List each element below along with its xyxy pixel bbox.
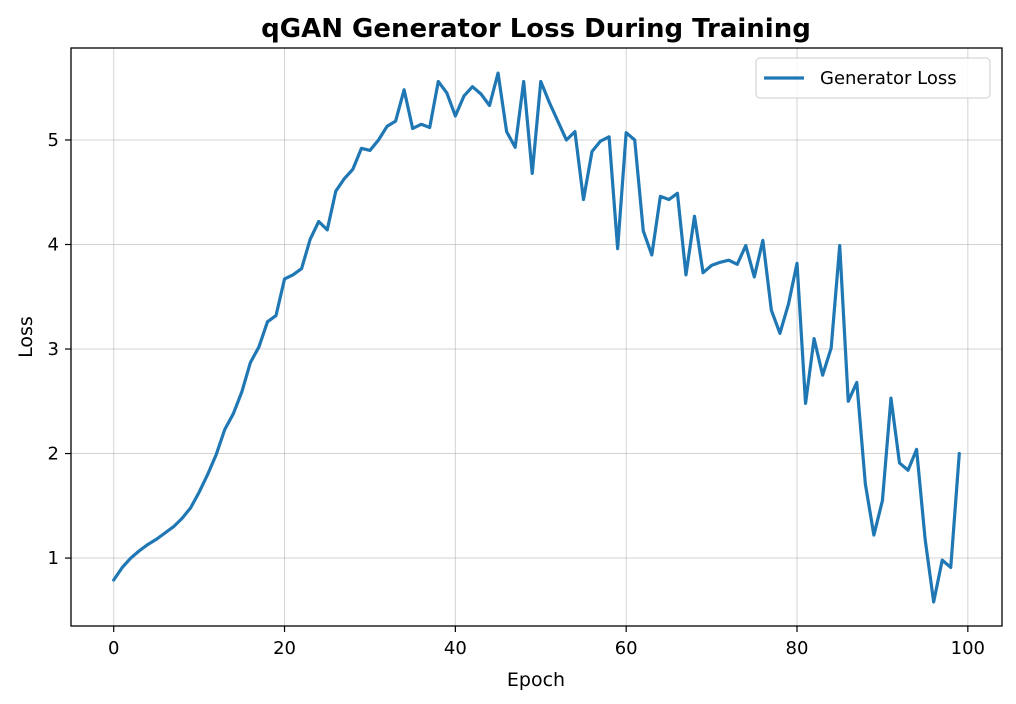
legend-entry: Generator Loss: [820, 68, 957, 89]
x-tick-label: 60: [615, 638, 638, 659]
series-line-generator-loss: [112, 71, 961, 604]
y-tick-label: 5: [48, 130, 59, 151]
y-tick-label: 1: [48, 548, 59, 569]
y-tick-label: 2: [48, 444, 59, 465]
legend-box: [755, 57, 991, 99]
x-tick-label: 100: [951, 638, 985, 659]
x-axis-label: Epoch: [507, 669, 565, 691]
x-tick-label: 20: [273, 638, 296, 659]
chart-title: qGAN Generator Loss During Training: [261, 14, 811, 44]
y-tick-label: 3: [48, 339, 59, 360]
legend: Generator Loss: [755, 57, 991, 99]
x-axis: 0 20 40 60 80 100: [108, 626, 985, 659]
y-axis: 1 2 3 4 5: [48, 130, 71, 569]
plot-frame: [70, 47, 1003, 627]
y-tick-label: 4: [48, 234, 59, 255]
x-tick-label: 0: [108, 638, 119, 659]
series-layer: [112, 71, 961, 604]
x-tick-label: 80: [786, 638, 809, 659]
y-axis-label: Loss: [15, 316, 37, 358]
x-tick-label: 40: [444, 638, 467, 659]
